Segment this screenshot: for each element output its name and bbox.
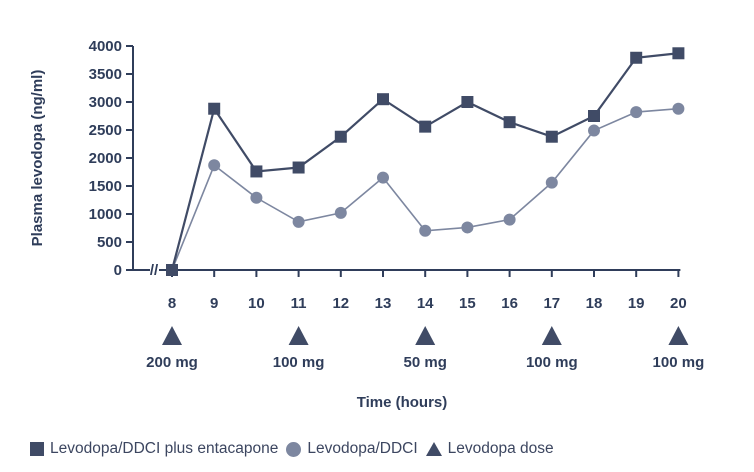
x-tick-label: 12: [332, 295, 349, 312]
x-axis-label: Time (hours): [357, 394, 448, 411]
axis-break-mark: //: [150, 262, 159, 279]
x-tick-label: 14: [417, 295, 434, 312]
data-point-ddci: [419, 224, 432, 237]
x-tick-label: 11: [291, 295, 307, 312]
circle-marker-icon: [286, 441, 302, 457]
dose-label: 100 mg: [526, 354, 578, 371]
data-point-entacapone: [334, 130, 347, 143]
x-tick-label: 9: [210, 295, 218, 312]
y-tick-label: 3000: [89, 94, 122, 111]
dose-label: 100 mg: [273, 354, 325, 371]
x-tick-label: 20: [670, 295, 687, 312]
x-ticks: 8 9 10 11 12 13 14 15 16 17 18 19 20: [168, 270, 687, 312]
series-line-entacapone: [170, 52, 679, 271]
series-layer: [166, 47, 685, 276]
data-point-ddci: [672, 102, 685, 115]
y-tick-label: 2500: [89, 122, 122, 139]
legend: Levodopa/DDCI plus entacapone Levodopa/D…: [30, 440, 562, 458]
y-tick-label: 0: [114, 262, 122, 279]
data-point-entacapone: [545, 130, 558, 143]
data-point-entacapone: [250, 165, 263, 178]
data-point-entacapone: [166, 264, 178, 276]
data-point-ddci: [461, 221, 474, 234]
dose-triangle-icon: [668, 326, 689, 345]
x-tick-label: 18: [586, 295, 603, 312]
legend-label-ddci: Levodopa/DDCI: [307, 440, 418, 457]
series-line-ddci: [171, 107, 679, 271]
legend-label-dose: Levodopa dose: [447, 440, 554, 457]
data-point-ddci: [630, 106, 643, 119]
data-point-ddci: [377, 171, 389, 184]
x-tick-label: 13: [375, 295, 392, 312]
dose-label: 100 mg: [653, 354, 705, 371]
y-ticks: 0 500 1000 1500 2000 2500 3000 3500 4000: [89, 38, 133, 279]
y-tick-label: 500: [97, 234, 122, 251]
legend-item-dose: Levodopa dose: [425, 440, 554, 458]
data-point-entacapone: [292, 161, 305, 174]
y-tick-label: 4000: [89, 38, 122, 55]
data-point-ddci: [334, 206, 347, 219]
dose-triangle-icon: [288, 326, 309, 345]
data-point-entacapone: [630, 51, 643, 64]
data-point-entacapone: [461, 96, 474, 108]
data-point-entacapone: [419, 120, 432, 133]
data-point-entacapone: [377, 93, 389, 106]
dose-label: 50 mg: [404, 354, 447, 371]
data-point-ddci: [545, 176, 558, 189]
y-tick-label: 3500: [89, 66, 122, 83]
triangle-marker-icon: [425, 442, 442, 456]
data-point-entacapone: [208, 102, 221, 115]
data-point-entacapone: [588, 110, 600, 122]
y-tick-label: 2000: [89, 150, 122, 167]
data-point-entacapone: [503, 116, 516, 129]
legend-item-ddci: Levodopa/DDCI: [286, 440, 418, 458]
x-tick-label: 19: [628, 295, 645, 312]
x-tick-label: 16: [501, 295, 518, 312]
data-point-ddci: [588, 124, 600, 137]
x-tick-label: 10: [248, 295, 265, 312]
data-point-ddci: [208, 159, 221, 172]
data-point-ddci: [292, 215, 305, 228]
dose-triangle-icon: [541, 326, 562, 345]
legend-label-entacapone: Levodopa/DDCI plus entacapone: [50, 440, 279, 457]
x-tick-label: 15: [459, 295, 476, 312]
dose-markers: 200 mg 100 mg 50 mg 100 mg 100 mg: [146, 326, 704, 371]
dose-triangle-icon: [162, 326, 182, 345]
x-tick-label: 8: [168, 295, 176, 312]
y-tick-label: 1500: [89, 178, 122, 195]
y-tick-label: 1000: [89, 206, 122, 223]
legend-item-entacapone: Levodopa/DDCI plus entacapone: [30, 440, 278, 458]
square-marker-icon: [30, 442, 44, 456]
data-point-ddci: [503, 213, 516, 226]
dose-label: 200 mg: [146, 354, 198, 371]
data-point-entacapone: [672, 47, 685, 60]
y-axis-label: Plasma levodopa (ng/ml): [29, 70, 46, 247]
dose-triangle-icon: [415, 326, 436, 345]
x-tick-label: 17: [543, 295, 560, 312]
data-point-ddci: [250, 191, 263, 204]
